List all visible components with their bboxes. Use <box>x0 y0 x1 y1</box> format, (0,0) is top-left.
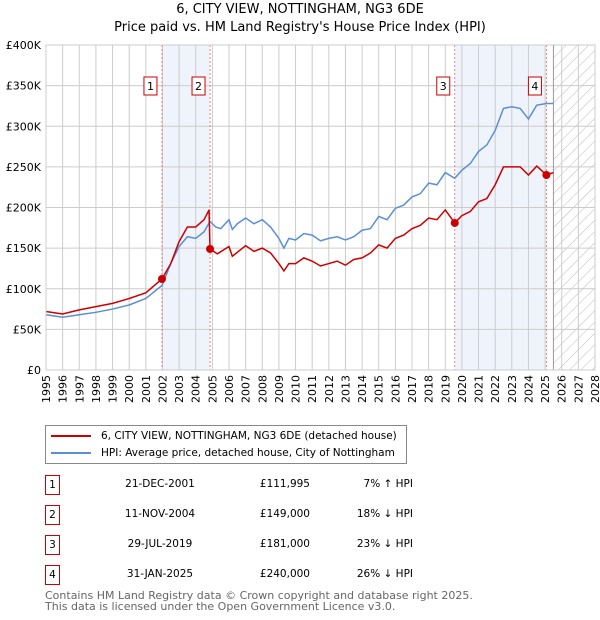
sale-label-box <box>143 76 158 96</box>
price-chart: 1995 1996 1997 1998 1999 2000 2001 2002 2003 2004… <box>6 39 600 403</box>
x-tick-label: 2008 <box>256 375 269 403</box>
sale-number-badge: 3 <box>45 535 60 555</box>
x-tick-label: 2012 <box>323 375 336 403</box>
x-tick-label: 1998 <box>90 375 103 403</box>
x-tick-label: 2010 <box>290 375 303 403</box>
sale-label-box <box>527 76 542 96</box>
footer: Contains HM Land Registry data © Crown c… <box>45 590 473 612</box>
sale-date: 29-JUL-2019 <box>127 538 193 550</box>
x-tick-label: 2003 <box>173 375 186 403</box>
y-tick-label: £100K <box>6 283 42 296</box>
legend-swatch-red <box>51 435 91 437</box>
x-tick-label: 2026 <box>556 375 569 403</box>
x-tick-label: 2018 <box>423 375 436 403</box>
sale-label-box <box>436 76 451 96</box>
sale-label: 4 <box>531 80 538 93</box>
legend-item-hpi: HPI: Average price, detached house, City… <box>46 445 395 461</box>
x-tick-label: 2011 <box>306 375 319 403</box>
sale-hpi-diff: 7% ↑ HPI <box>363 478 413 490</box>
y-tick-label: £400K <box>6 39 42 52</box>
y-tick-label: £0 <box>27 364 41 377</box>
sale-date: 31-JAN-2025 <box>126 568 194 580</box>
y-tick-label: £150K <box>6 242 42 255</box>
sale-label-box <box>191 76 206 96</box>
x-tick-label: 2009 <box>273 375 286 403</box>
table-row: 3 29-JUL-2019 £181,000 23% ↓ HPI <box>45 535 413 555</box>
footer-line-1: Contains HM Land Registry data © Crown c… <box>45 589 473 602</box>
sale-number-badge: 1 <box>45 475 60 495</box>
x-tick-label: 2006 <box>223 375 236 403</box>
sale-label: 1 <box>147 80 154 93</box>
x-tick-label: 1997 <box>73 375 86 403</box>
sale-date: 21-DEC-2001 <box>125 478 195 490</box>
x-tick-label: 2027 <box>572 375 585 403</box>
x-tick-label: 2007 <box>240 375 253 403</box>
x-tick-label: 2014 <box>356 375 369 403</box>
x-tick-label: 2020 <box>456 375 469 403</box>
sale-point <box>450 218 459 227</box>
chart-title: 6, CITY VIEW, NOTTINGHAM, NG3 6DE <box>176 2 424 17</box>
x-tick-label: 2002 <box>156 375 169 403</box>
x-tick-label: 2001 <box>140 375 153 403</box>
x-tick-label: 2019 <box>439 375 452 403</box>
x-tick-label: 2017 <box>406 375 419 403</box>
x-tick-label: 2028 <box>589 375 600 403</box>
y-tick-label: £200K <box>6 202 42 215</box>
legend-swatch-blue <box>51 452 91 454</box>
sale-point <box>157 275 166 284</box>
x-tick-label: 2023 <box>506 375 519 403</box>
table-row: 2 11-NOV-2004 £149,000 18% ↓ HPI <box>45 505 413 525</box>
plot-border <box>45 44 596 371</box>
footer-line-2: This data is licensed under the Open Gov… <box>45 600 396 613</box>
x-tick-label: 2016 <box>389 375 402 403</box>
sale-price: £149,000 <box>259 508 310 520</box>
sale-hpi-diff: 18% ↓ HPI <box>356 508 413 520</box>
x-tick-label: 2004 <box>190 375 203 403</box>
y-tick-label: £350K <box>6 80 42 93</box>
sale-point <box>206 244 215 253</box>
legend-item-property: 6, CITY VIEW, NOTTINGHAM, NG3 6DE (detac… <box>46 428 397 444</box>
table-row: 4 31-JAN-2025 £240,000 26% ↓ HPI <box>45 565 413 585</box>
x-tick-label: 1996 <box>57 375 70 403</box>
sale-hpi-diff: 23% ↓ HPI <box>356 538 413 550</box>
x-tick-label: 2024 <box>522 375 535 403</box>
chart-subtitle: Price paid vs. HM Land Registry's House … <box>114 20 486 35</box>
sale-hpi-diff: 26% ↓ HPI <box>356 568 413 580</box>
legend-label: HPI: Average price, detached house, City… <box>101 447 395 459</box>
legend-label: 6, CITY VIEW, NOTTINGHAM, NG3 6DE (detac… <box>101 430 397 442</box>
sale-price: £240,000 <box>259 568 310 580</box>
sale-label: 2 <box>195 80 202 93</box>
x-tick-label: 1999 <box>107 375 120 403</box>
sale-point <box>542 171 551 179</box>
sale-number-badge: 4 <box>45 565 60 585</box>
sale-number-badge: 2 <box>45 505 60 525</box>
sale-price: £111,995 <box>259 478 310 490</box>
y-tick-label: £50K <box>13 323 42 336</box>
table-row: 1 21-DEC-2001 £111,995 7% ↑ HPI <box>45 475 413 495</box>
y-tick-label: £300K <box>6 120 42 133</box>
x-tick-label: 2022 <box>489 375 502 403</box>
x-tick-label: 2013 <box>339 375 352 403</box>
x-tick-label: 2000 <box>123 375 136 403</box>
sale-price: £181,000 <box>259 538 310 550</box>
sale-label: 3 <box>440 80 447 93</box>
x-tick-label: 1995 <box>40 375 53 403</box>
hpi-line <box>45 102 554 318</box>
x-tick-label: 2021 <box>473 375 486 403</box>
y-tick-label: £250K <box>6 161 42 174</box>
x-tick-label: 2025 <box>539 375 552 403</box>
x-tick-label: 2005 <box>206 375 219 403</box>
property-price-line <box>45 165 554 315</box>
legend: 6, CITY VIEW, NOTTINGHAM, NG3 6DE (detac… <box>45 425 407 464</box>
x-tick-label: 2015 <box>373 375 386 403</box>
sale-date: 11-NOV-2004 <box>124 508 196 520</box>
